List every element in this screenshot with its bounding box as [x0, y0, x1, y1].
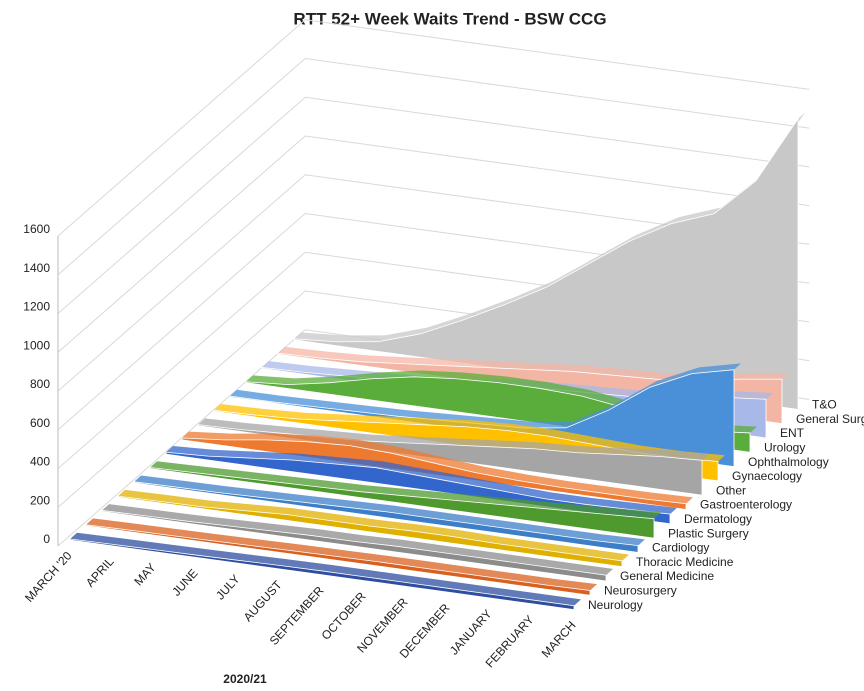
- y-tick-label: 1400: [23, 261, 50, 275]
- legend-label: Other: [716, 483, 746, 497]
- area-side: [278, 346, 789, 382]
- area: [133, 481, 639, 553]
- grid-line: [57, 174, 810, 392]
- y-tick-label: 600: [30, 416, 50, 430]
- legend-label: Cardiology: [652, 541, 709, 555]
- x-tick-label: AUGUST: [241, 577, 285, 624]
- legend-label: Dermatology: [684, 512, 752, 526]
- area: [149, 467, 655, 539]
- area-side: [134, 475, 645, 546]
- area-side: [182, 431, 693, 504]
- area-side: [166, 445, 677, 515]
- x-axis-label: 2020/21: [223, 672, 267, 686]
- legend-label: Neurology: [588, 598, 643, 612]
- legend-label: Urology: [764, 440, 805, 454]
- legend-label: Gastroenterology: [700, 498, 792, 512]
- y-tick-label: 1000: [23, 338, 50, 352]
- legend-label: Thoracic Medicine: [636, 555, 734, 569]
- area-side: [86, 518, 597, 591]
- x-tick-label: OCTOBER: [319, 589, 369, 643]
- x-tick-label: JUNE: [169, 566, 200, 599]
- legend-label: ENT: [780, 426, 805, 440]
- area: [85, 524, 591, 596]
- legend-label: Gynaecology: [732, 469, 802, 483]
- area: [117, 495, 623, 568]
- area-side: [214, 404, 725, 462]
- y-tick-label: 1600: [23, 222, 50, 236]
- legend-label: General Medicine: [620, 569, 714, 583]
- legend-label: Ophthalmology: [748, 455, 829, 469]
- x-tick-label: JANUARY: [447, 607, 495, 658]
- chart-title: RTT 52+ Week Waits Trend - BSW CCG: [293, 9, 606, 28]
- y-tick-label: 400: [30, 455, 50, 469]
- x-tick-label: MARCH '20: [22, 549, 75, 605]
- area: [69, 538, 575, 611]
- x-tick-label: MAY: [131, 560, 158, 588]
- legend-label: Neurosurgery: [604, 583, 677, 597]
- legend-label: T&O: [812, 398, 837, 412]
- y-tick-label: 1200: [23, 300, 50, 314]
- area: [101, 509, 607, 582]
- y-tick-label: 0: [43, 532, 50, 546]
- grid-line: [57, 135, 810, 353]
- x-tick-label: APRIL: [83, 554, 117, 589]
- grid-line: [57, 96, 810, 314]
- grid-line: [57, 19, 810, 237]
- area-side: [118, 489, 629, 561]
- x-tick-label: MARCH: [539, 618, 579, 660]
- x-tick-label: FEBRUARY: [483, 613, 537, 671]
- area-side: [198, 418, 709, 461]
- y-tick-label: 800: [30, 377, 50, 391]
- area-side: [70, 532, 581, 606]
- y-tick-label: 200: [30, 493, 50, 507]
- area-side: [102, 504, 613, 576]
- x-tick-label: JULY: [213, 572, 242, 603]
- legend-label: General Surgery: [796, 412, 864, 426]
- legend-label: Plastic Surgery: [668, 526, 749, 540]
- area-side: [150, 461, 661, 519]
- grid-line: [57, 58, 810, 276]
